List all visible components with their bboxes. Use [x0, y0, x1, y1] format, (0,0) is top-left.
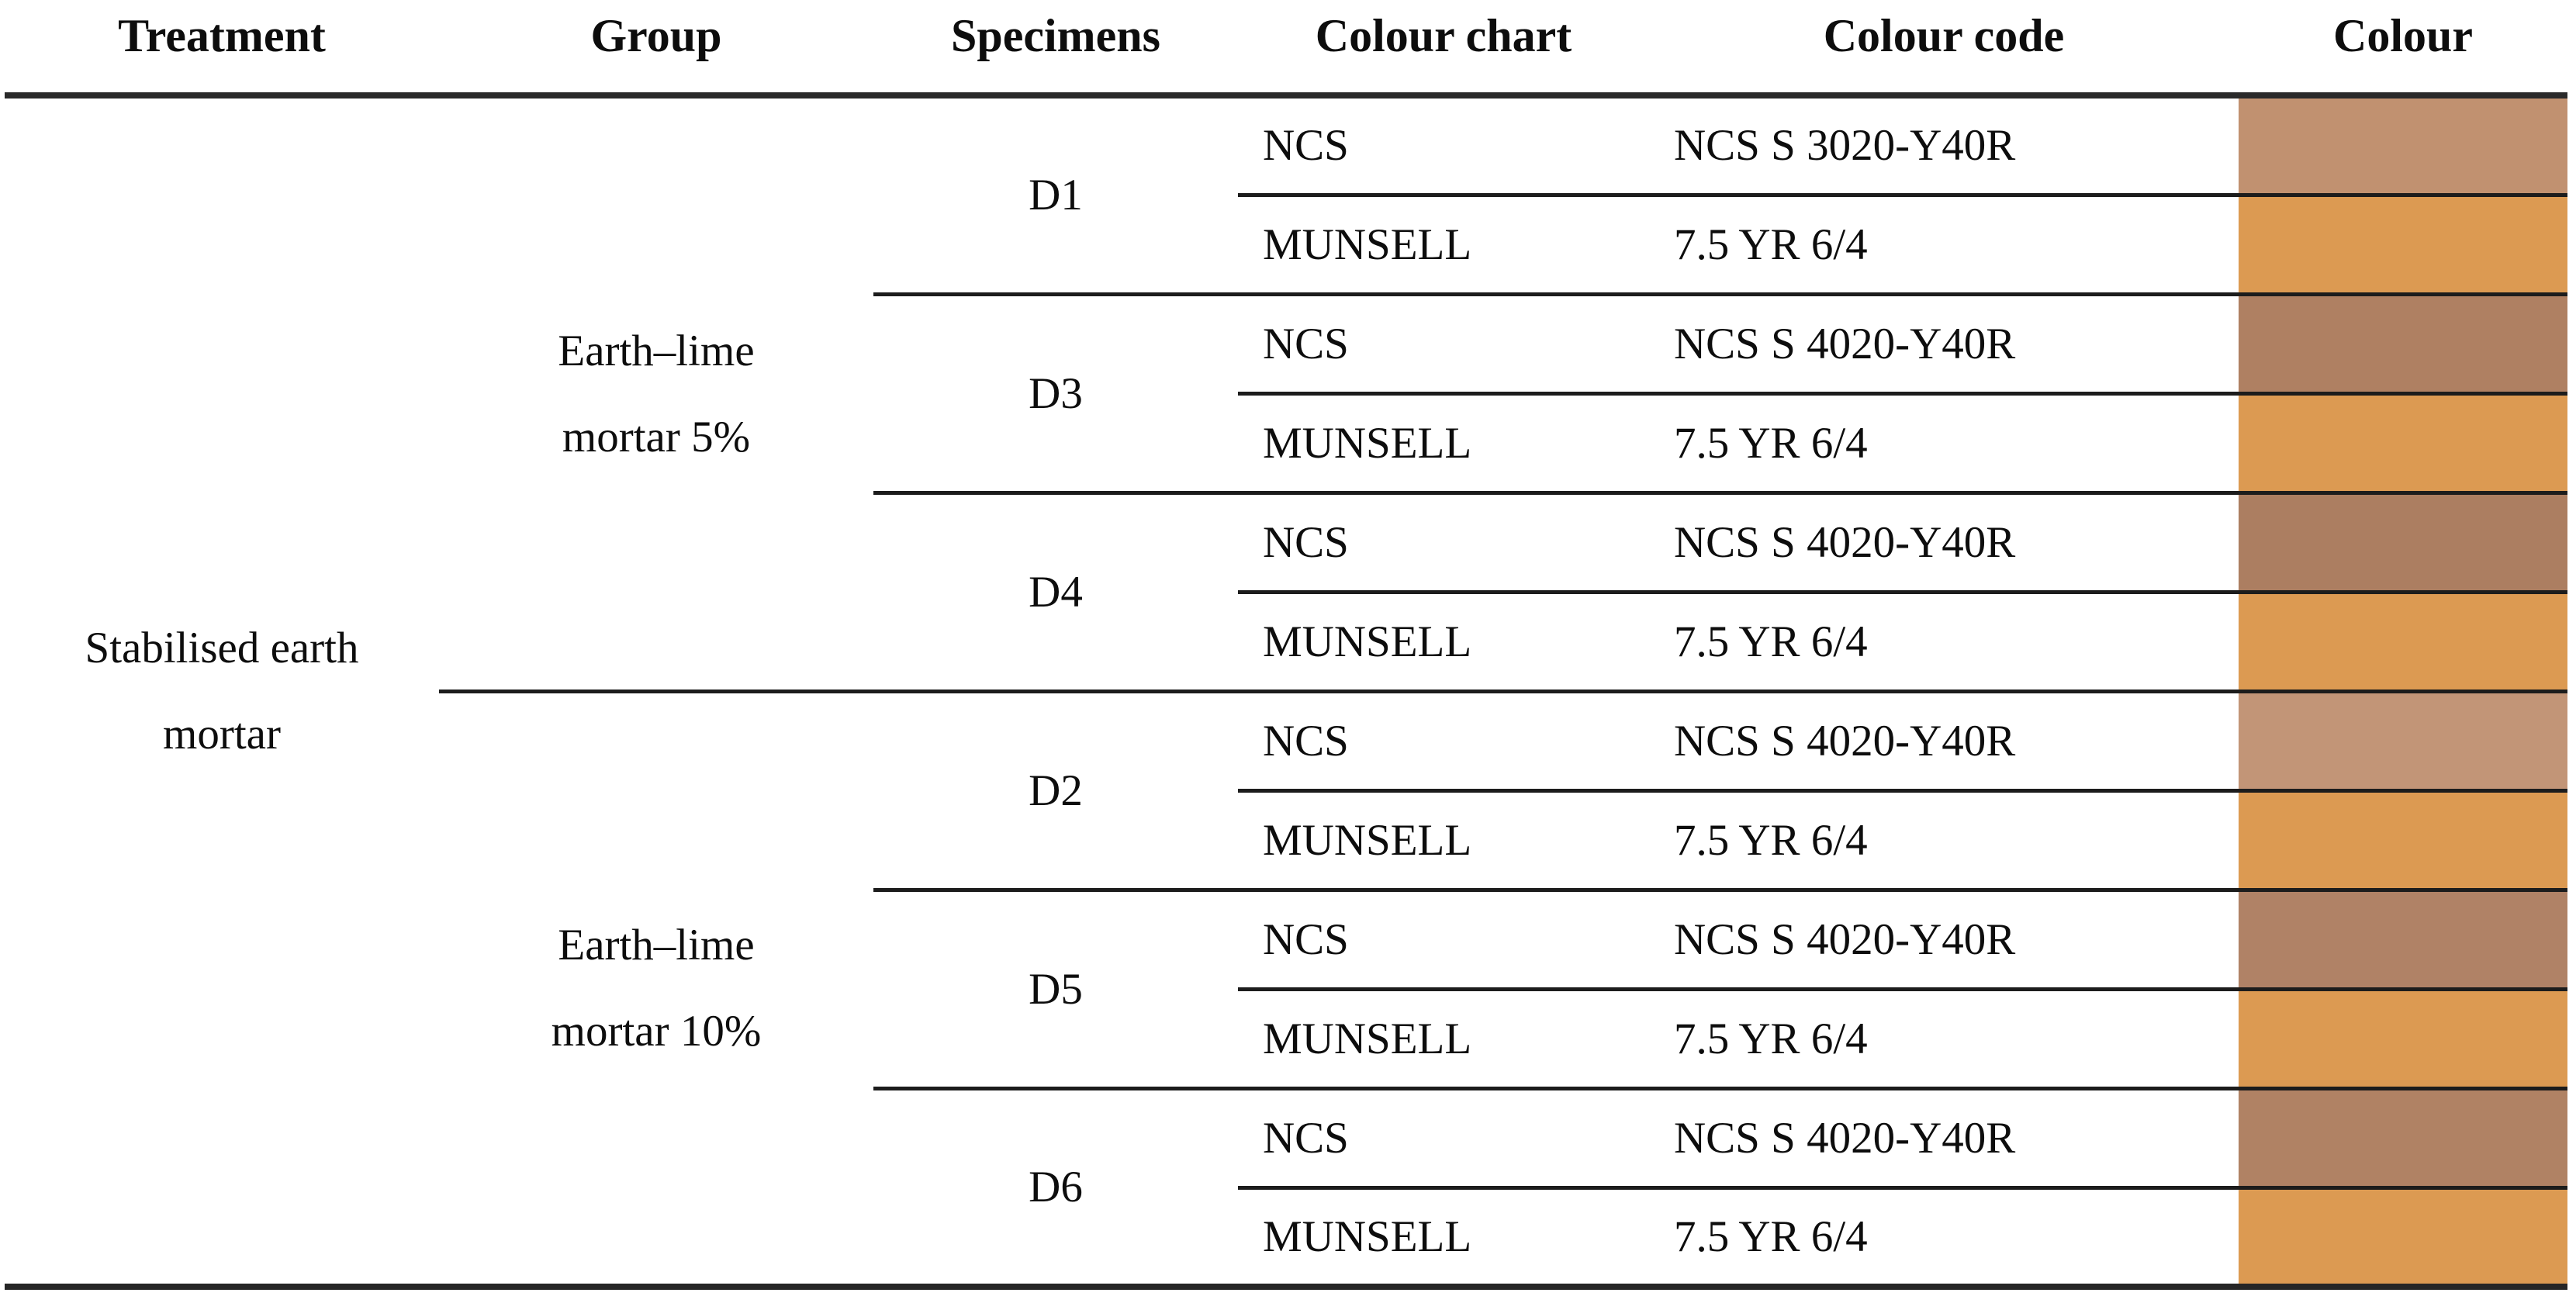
code-cell: 7.5 YR 6/4 [1649, 788, 2239, 890]
chart-cell: MUNSELL [1238, 391, 1649, 493]
header-group: Group [439, 6, 873, 99]
chart-cell: NCS [1238, 689, 1649, 790]
colour-swatch [2239, 788, 2567, 890]
table-row: MUNSELL 7.5 YR 6/4 [5, 192, 2567, 294]
colour-swatch [2239, 1185, 2567, 1287]
code-cell: NCS S 4020-Y40R [1649, 292, 2239, 393]
group-cell-5pct: Earth–lime mortar 5% [439, 95, 873, 691]
colour-swatch [2239, 689, 2567, 790]
specimen-cell-d2: D2 [873, 689, 1238, 890]
code-cell: 7.5 YR 6/4 [1649, 987, 2239, 1088]
colour-table: Treatment Group Specimens Colour chart C… [5, 6, 2567, 1290]
code-cell: NCS S 3020-Y40R [1674, 121, 2016, 171]
chart-cell: NCS [1238, 292, 1649, 393]
specimen-cell-d1: D1 [1029, 171, 1083, 220]
colour-swatch [2239, 987, 2567, 1088]
code-cell: 7.5 YR 6/4 [1649, 192, 2239, 294]
chart-cell: MUNSELL [1238, 1185, 1649, 1287]
colour-swatch [2239, 391, 2567, 493]
colour-swatch [2239, 95, 2567, 195]
specimen-cell-d6: D6 [873, 1086, 1238, 1287]
specimen-cell-d3: D3 [873, 292, 1238, 493]
table-row: D3 NCS NCS S 4020-Y40R [5, 292, 2567, 493]
treatment-cell: Stabilised earth mortar [5, 95, 439, 1287]
code-cell: NCS S 4020-Y40R [1649, 689, 2239, 790]
code-cell: NCS S 4020-Y40R [1649, 1086, 2239, 1187]
colour-swatch [2239, 887, 2567, 989]
table-row: D5 NCS NCS S 4020-Y40R [5, 887, 2567, 1088]
specimen-cell-d5: D5 [873, 887, 1238, 1088]
specimen-cell-d4: D4 [873, 490, 1238, 691]
code-cell: NCS S 4020-Y40R [1649, 887, 2239, 989]
colour-swatch [2239, 192, 2567, 294]
chart-cell: MUNSELL [1238, 788, 1649, 890]
colour-swatch [2239, 490, 2567, 592]
code-cell: 7.5 YR 6/4 [1649, 391, 2239, 493]
table-row: D6 NCS NCS S 4020-Y40R [5, 1086, 2567, 1287]
header-colour-code: Colour code [1649, 6, 2239, 99]
header-row: Treatment Group Specimens Colour chart C… [5, 6, 2567, 99]
chart-cell: NCS [1238, 887, 1649, 989]
table-row: MUNSELL 7.5 YR 6/4 [5, 1185, 2567, 1287]
colour-swatch [2239, 1086, 2567, 1187]
group-cell-10pct: Earth–lime mortar 10% [439, 689, 873, 1287]
group-label-5pct: Earth–lime mortar 5% [558, 326, 755, 461]
code-cell: 7.5 YR 6/4 [1649, 1185, 2239, 1287]
header-colour-chart: Colour chart [1238, 6, 1649, 99]
chart-cell: MUNSELL [1238, 192, 1649, 294]
colour-swatch [2239, 589, 2567, 691]
colour-swatch [2239, 292, 2567, 393]
table-row: Stabilised earth mortar Earth–lime morta… [5, 95, 2567, 759]
header-colour: Colour [2239, 6, 2567, 99]
chart-cell: MUNSELL [1238, 589, 1649, 691]
table-row: MUNSELL 7.5 YR 6/4 [5, 788, 2567, 890]
code-cell: 7.5 YR 6/4 [1649, 589, 2239, 691]
chart-cell: NCS [1238, 1086, 1649, 1187]
table-row: MUNSELL 7.5 YR 6/4 [5, 589, 2567, 691]
group-label-10pct: Earth–lime mortar 10% [551, 921, 762, 1056]
code-cell: NCS S 4020-Y40R [1649, 490, 2239, 592]
chart-cell: MUNSELL [1238, 987, 1649, 1088]
chart-cell: NCS [1238, 490, 1649, 592]
table-row: MUNSELL 7.5 YR 6/4 [5, 987, 2567, 1088]
header-treatment: Treatment [5, 6, 439, 99]
chart-cell: NCS [1263, 121, 1349, 171]
table-row: D4 NCS NCS S 4020-Y40R [5, 490, 2567, 691]
table-row: Earth–lime mortar 10% D2 NCS NCS S 4020-… [5, 689, 2567, 1287]
table-row: MUNSELL 7.5 YR 6/4 [5, 391, 2567, 493]
treatment-label: Stabilised earth mortar [85, 623, 359, 759]
header-specimens: Specimens [873, 6, 1238, 99]
